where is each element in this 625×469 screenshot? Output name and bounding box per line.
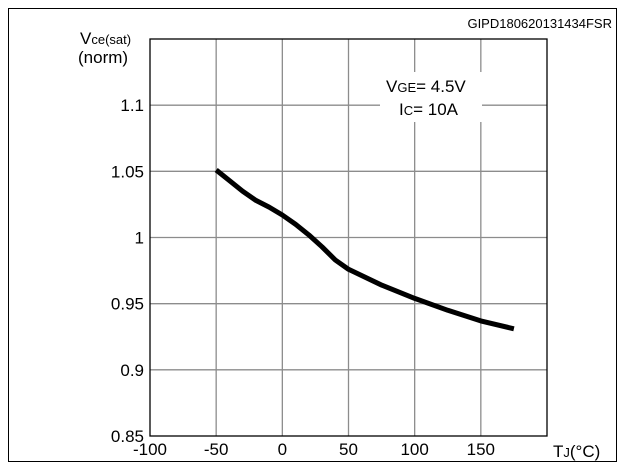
y-tick-label: 0.9 xyxy=(120,361,144,380)
annotation-ic-rest: = 10A xyxy=(413,100,459,119)
annotation-box-bg xyxy=(380,72,482,122)
annotation-ic: IC= 10A xyxy=(399,100,459,119)
annotation-vge-main: V xyxy=(386,77,398,96)
annotation-vge-rest: = 4.5V xyxy=(416,77,466,96)
y-tick-label: 0.85 xyxy=(111,427,144,446)
annotation-ic-sub: C xyxy=(404,103,413,118)
figure-code: GIPD180620131434FSR xyxy=(467,16,612,31)
y-tick-label: 1.05 xyxy=(111,162,144,181)
x-axis-label: TJ(°C) xyxy=(553,442,600,461)
x-tick-label: 100 xyxy=(400,440,428,459)
x-axis-label-sub: J xyxy=(563,445,570,460)
series-line xyxy=(214,168,515,332)
plot-area xyxy=(149,38,548,437)
x-axis-label-main: T xyxy=(553,442,563,461)
x-tick-label: 0 xyxy=(278,440,287,459)
x-tick-label: -50 xyxy=(204,440,229,459)
y-axis-label-main: V xyxy=(80,29,92,48)
y-axis-label: Vce(sat) xyxy=(80,29,131,48)
annotation-ic-main: I xyxy=(399,100,404,119)
y-tick-label: 0.95 xyxy=(111,295,144,314)
x-tick-labels: -100 -50 0 50 100 150 xyxy=(133,440,495,459)
x-tick-label: 150 xyxy=(467,440,495,459)
y-tick-label: 1 xyxy=(135,229,144,248)
y-tick-label: 1.1 xyxy=(120,96,144,115)
annotation-vge: VGE= 4.5V xyxy=(386,77,466,96)
x-axis-label-unit: (°C) xyxy=(570,442,600,461)
y-axis-label-sub: ce(sat) xyxy=(91,32,131,47)
y-axis-label-norm: (norm) xyxy=(78,48,128,67)
annotation-vge-sub: GE xyxy=(397,80,416,95)
y-tick-labels: 0.85 0.9 0.95 1 1.05 1.1 xyxy=(111,96,144,446)
x-tick-label: 50 xyxy=(339,440,358,459)
x-tick-label: -100 xyxy=(133,440,167,459)
